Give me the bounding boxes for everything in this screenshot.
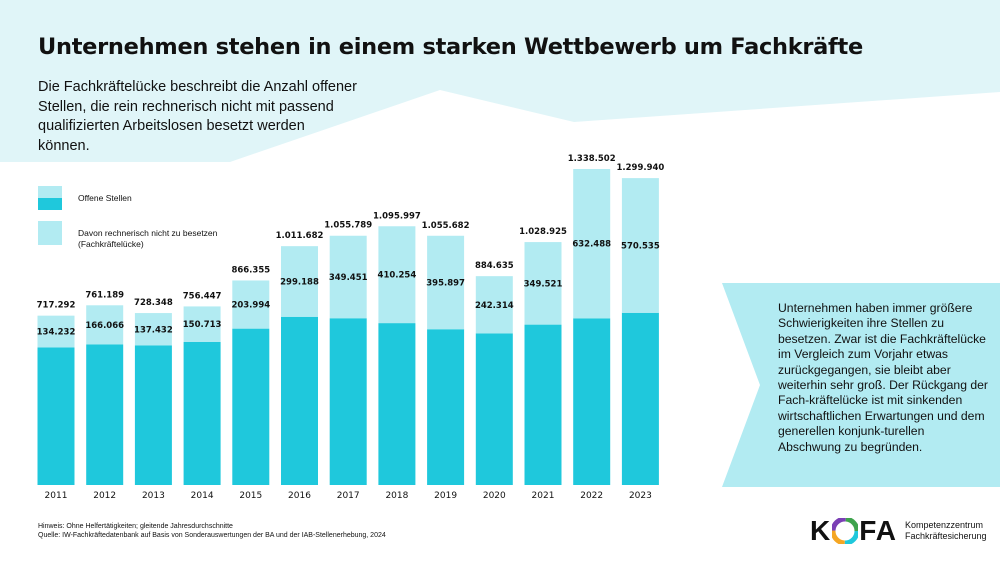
legend-item-offene-stellen: Offene Stellen xyxy=(38,186,258,210)
logo-subtitle: Kompetenzzentrum Fachkräftesicherung xyxy=(905,520,987,542)
callout-text: Unternehmen haben immer größere Schwieri… xyxy=(778,301,988,454)
x-tick-2015: 2015 xyxy=(239,491,262,501)
bar-besetzbar-2022 xyxy=(573,318,611,485)
kofa-logo: K FA Kompetenzzentrum Fachkräftesicherun… xyxy=(810,515,987,547)
x-tick-2021: 2021 xyxy=(532,491,555,501)
intro-text: Die Fachkräftelücke beschreibt die Anzah… xyxy=(38,79,357,154)
bar-besetzbar-2016 xyxy=(281,316,318,485)
gap-label-2013: 137.432 xyxy=(134,325,173,335)
total-label-2020: 884.635 xyxy=(475,261,514,271)
x-tick-2011: 2011 xyxy=(45,491,68,501)
gap-label-2018: 410.254 xyxy=(378,271,417,281)
gap-label-2016: 299.188 xyxy=(280,277,319,287)
total-label-2019: 1.055.682 xyxy=(422,221,470,231)
logo-line2: Fachkräftesicherung xyxy=(905,531,987,541)
x-tick-2022: 2022 xyxy=(580,491,603,501)
gap-label-2023: 570.535 xyxy=(621,241,660,251)
total-label-2022: 1.338.502 xyxy=(568,154,616,164)
total-label-2017: 1.055.789 xyxy=(324,221,372,231)
bar-besetzbar-2013 xyxy=(134,345,172,485)
total-label-2014: 756.447 xyxy=(183,291,222,301)
bar-besetzbar-2020 xyxy=(475,333,513,485)
bar-besetzbar-2015 xyxy=(232,328,270,485)
x-tick-2017: 2017 xyxy=(337,491,360,501)
total-label-2021: 1.028.925 xyxy=(519,227,567,237)
bar-besetzbar-2017 xyxy=(329,318,367,485)
page-title: Unternehmen stehen in einem starken Wett… xyxy=(38,34,863,60)
total-label-2012: 761.189 xyxy=(85,290,124,300)
gap-label-2020: 242.314 xyxy=(475,301,514,311)
x-tick-2020: 2020 xyxy=(483,491,506,501)
bar-besetzbar-2021 xyxy=(524,324,562,485)
bar-fachkraefteluecke-2013 xyxy=(134,313,172,346)
legend: Offene Stellen Davon rechnerisch nicht z… xyxy=(38,186,258,261)
total-label-2018: 1.095.997 xyxy=(373,211,421,221)
callout-background xyxy=(722,283,1000,487)
bar-fachkraefteluecke-2012 xyxy=(86,305,124,345)
bar-fachkraefteluecke-2020 xyxy=(475,276,513,334)
bar-fachkraefteluecke-2014 xyxy=(183,306,221,342)
gap-label-2021: 349.521 xyxy=(524,279,563,289)
total-label-2023: 1.299.940 xyxy=(616,163,664,173)
bar-fachkraefteluecke-2011 xyxy=(37,315,75,348)
legend-item-fachkraefteluecke: Davon rechnerisch nicht zu besetzen (Fac… xyxy=(38,221,258,250)
x-tick-2019: 2019 xyxy=(434,491,457,501)
gap-label-2019: 395.897 xyxy=(426,279,465,289)
gap-label-2011: 134.232 xyxy=(37,328,76,338)
total-label-2011: 717.292 xyxy=(37,301,76,311)
bar-fachkraefteluecke-2021 xyxy=(524,242,562,325)
x-tick-2013: 2013 xyxy=(142,491,165,501)
gap-label-2022: 632.488 xyxy=(572,240,611,250)
footer-note: Hinweis: Ohne Helfertätigkeiten; gleiten… xyxy=(38,523,233,530)
gap-label-2017: 349.451 xyxy=(329,273,368,283)
bar-fachkraefteluecke-2022 xyxy=(573,169,611,319)
footer: Hinweis: Ohne Helfertätigkeiten; gleiten… xyxy=(38,522,386,540)
logo-aperture-icon xyxy=(832,518,859,544)
x-tick-2023: 2023 xyxy=(629,491,652,501)
x-tick-2016: 2016 xyxy=(288,491,311,501)
bar-besetzbar-2018 xyxy=(378,323,416,485)
bar-fachkraefteluecke-2023 xyxy=(621,178,659,313)
total-label-2013: 728.348 xyxy=(134,298,173,308)
gap-label-2014: 150.713 xyxy=(183,320,222,330)
legend-swatch-offene xyxy=(38,186,62,210)
footer-source: Quelle: IW-Fachkräftedatenbank auf Basis… xyxy=(38,532,386,539)
bar-besetzbar-2012 xyxy=(86,344,124,485)
bar-fachkraefteluecke-2015 xyxy=(232,280,270,329)
bar-fachkraefteluecke-2016 xyxy=(281,246,318,317)
gap-label-2012: 166.066 xyxy=(85,321,124,331)
gap-label-2015: 203.994 xyxy=(231,301,270,311)
bar-besetzbar-2023 xyxy=(621,312,659,485)
x-tick-2018: 2018 xyxy=(385,491,408,501)
bar-besetzbar-2011 xyxy=(37,347,75,485)
legend-label-offene: Offene Stellen xyxy=(78,193,132,203)
bar-fachkraefteluecke-2019 xyxy=(427,235,465,330)
total-label-2016: 1.011.682 xyxy=(276,231,324,241)
logo-line1: Kompetenzzentrum xyxy=(905,520,984,530)
logo-wordmark: K FA xyxy=(810,515,898,546)
header-background xyxy=(0,0,1000,162)
legend-swatch-luecke xyxy=(38,221,62,245)
bar-fachkraefteluecke-2017 xyxy=(329,235,367,319)
x-tick-2012: 2012 xyxy=(93,491,116,501)
x-tick-2014: 2014 xyxy=(191,491,214,501)
bar-fachkraefteluecke-2018 xyxy=(378,226,416,324)
bar-besetzbar-2019 xyxy=(427,329,465,485)
bar-besetzbar-2014 xyxy=(183,341,221,485)
total-label-2015: 866.355 xyxy=(231,265,270,275)
legend-label-luecke: Davon rechnerisch nicht zu besetzen (Fac… xyxy=(78,228,218,249)
